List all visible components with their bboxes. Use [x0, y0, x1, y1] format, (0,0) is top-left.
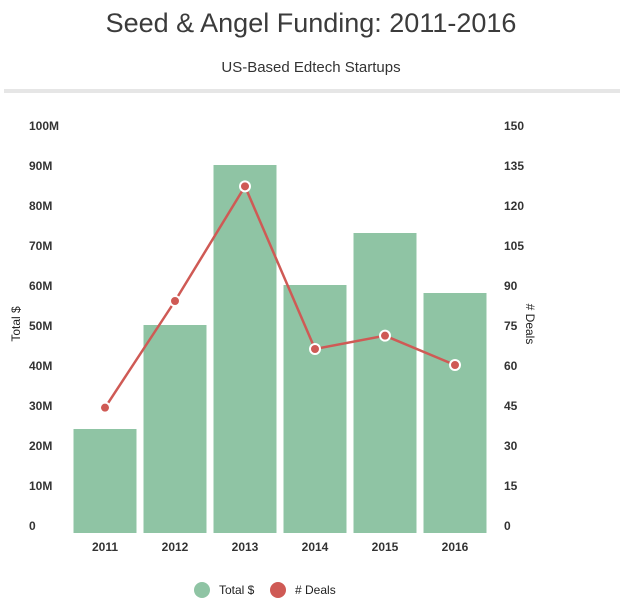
legend-label-total: Total $: [219, 583, 255, 597]
deals-line: [103, 183, 456, 409]
bar-series: [73, 165, 487, 533]
left-tick-label: 90M: [29, 159, 52, 173]
deals-point-2015: [379, 329, 391, 342]
bar-2011: [73, 429, 137, 533]
right-tick-label: 90: [504, 279, 518, 293]
left-axis-ticks: 0 10M 20M 30M 40M 50M 60M 70M 80M 90M 100M: [29, 119, 59, 533]
legend: Total $ # Deals: [194, 582, 336, 598]
left-tick-label: 70M: [29, 239, 52, 253]
right-tick-label: 150: [504, 119, 524, 133]
line-series: [99, 180, 461, 414]
right-tick-label: 15: [504, 479, 518, 493]
x-tick-label: 2016: [442, 540, 469, 554]
left-tick-label: 100M: [29, 119, 59, 133]
x-tick-label: 2014: [302, 540, 329, 554]
left-tick-label: 40M: [29, 359, 52, 373]
x-tick-label: 2013: [232, 540, 259, 554]
left-axis-title: Total $: [9, 306, 23, 342]
bar-2015: [353, 233, 417, 533]
x-axis-ticks: 2011 2012 2013 2014 2015 2016: [92, 540, 469, 554]
right-axis-ticks: 0 15 30 45 60 75 90 105 120 135 150: [504, 119, 524, 533]
x-tick-label: 2012: [162, 540, 189, 554]
legend-swatch-total: [194, 582, 210, 598]
right-tick-label: 60: [504, 359, 518, 373]
left-tick-label: 0: [29, 519, 36, 533]
chart-title: Seed & Angel Funding: 2011-2016: [105, 8, 517, 38]
deals-point-2013: [239, 180, 251, 193]
deals-point-2014: [309, 343, 321, 355]
right-axis-title: # Deals: [523, 304, 537, 345]
bar-2012: [143, 325, 207, 533]
left-tick-label: 80M: [29, 199, 52, 213]
legend-label-deals: # Deals: [295, 583, 336, 597]
left-tick-label: 10M: [29, 479, 52, 493]
x-tick-label: 2015: [372, 540, 399, 554]
right-tick-label: 0: [504, 519, 511, 533]
deals-point-2011: [99, 401, 111, 414]
chart-subtitle: US-Based Edtech Startups: [221, 59, 401, 76]
deals-point-2012: [169, 295, 181, 307]
bar-2016: [423, 293, 487, 533]
right-tick-label: 120: [504, 199, 524, 213]
right-tick-label: 45: [504, 399, 518, 413]
deals-point-2016: [449, 359, 461, 371]
bar-2013: [213, 165, 277, 533]
left-tick-label: 20M: [29, 439, 52, 453]
bar-2014: [283, 285, 347, 533]
right-tick-label: 105: [504, 239, 524, 253]
left-tick-label: 60M: [29, 279, 52, 293]
right-tick-label: 135: [504, 159, 524, 173]
left-tick-label: 50M: [29, 319, 52, 333]
left-tick-label: 30M: [29, 399, 52, 413]
right-tick-label: 75: [504, 319, 518, 333]
legend-swatch-deals: [270, 582, 286, 598]
right-tick-label: 30: [504, 439, 518, 453]
x-tick-label: 2011: [92, 540, 118, 554]
header-divider: [4, 89, 620, 93]
